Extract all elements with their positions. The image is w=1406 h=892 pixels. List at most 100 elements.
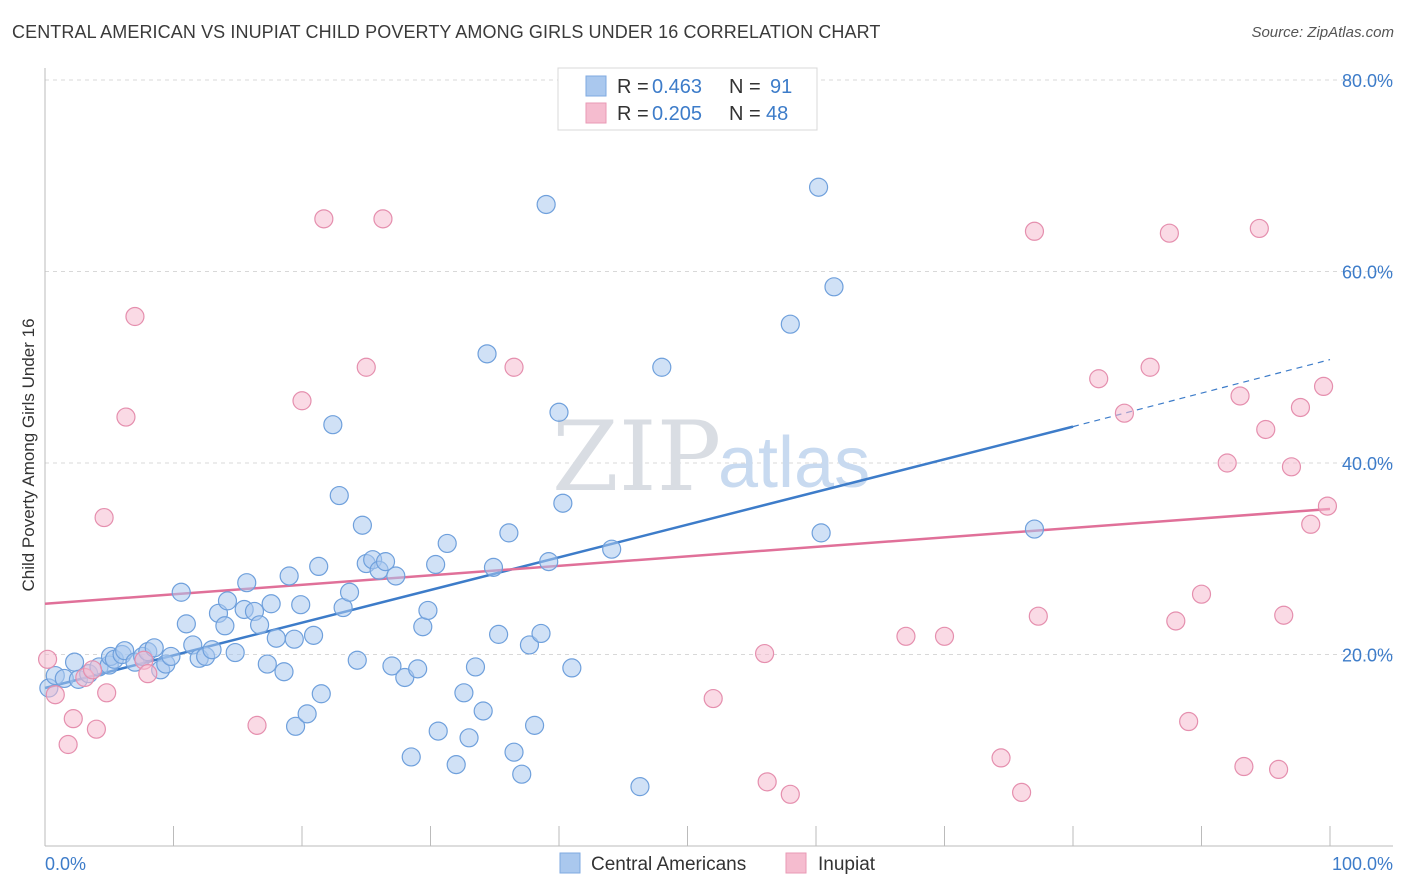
point-central-americans bbox=[454, 683, 474, 703]
legend-series: Central Americans Inupiat bbox=[559, 852, 876, 875]
point-inupiat bbox=[86, 719, 107, 739]
point-inupiat bbox=[1313, 376, 1334, 396]
point-inupiat bbox=[1114, 403, 1135, 423]
point-central-americans bbox=[297, 704, 317, 724]
point-inupiat bbox=[314, 209, 334, 229]
point-central-americans bbox=[261, 594, 281, 614]
point-central-americans bbox=[266, 628, 286, 648]
legend-r-value-1: 0.463 bbox=[652, 76, 702, 98]
point-central-americans bbox=[217, 591, 238, 611]
legend-r-label-2: R = bbox=[617, 103, 649, 125]
point-central-americans bbox=[437, 533, 457, 554]
point-central-americans bbox=[161, 646, 181, 667]
point-inupiat bbox=[1217, 453, 1237, 473]
legend-r-label-1: R = bbox=[617, 76, 649, 98]
point-inupiat bbox=[1249, 218, 1269, 239]
point-inupiat bbox=[1179, 711, 1199, 732]
series-label-central-americans: Central Americans bbox=[591, 854, 746, 875]
point-central-americans bbox=[465, 657, 486, 677]
point-central-americans bbox=[323, 415, 343, 435]
point-inupiat bbox=[45, 685, 65, 705]
point-inupiat bbox=[97, 683, 117, 703]
point-inupiat bbox=[292, 391, 312, 411]
point-central-americans bbox=[780, 314, 800, 334]
point-inupiat bbox=[1268, 759, 1289, 780]
point-inupiat bbox=[1317, 496, 1338, 516]
point-inupiat bbox=[138, 664, 158, 684]
point-central-americans bbox=[225, 642, 245, 663]
point-central-americans bbox=[309, 556, 329, 577]
axes bbox=[44, 68, 1393, 847]
point-inupiat bbox=[1024, 221, 1045, 241]
point-central-americans bbox=[274, 662, 294, 682]
point-central-americans bbox=[408, 659, 428, 679]
source-label: Source: ZipAtlas.com bbox=[1251, 24, 1394, 41]
point-inupiat bbox=[780, 784, 800, 804]
point-inupiat bbox=[82, 660, 103, 680]
point-central-americans bbox=[303, 625, 324, 645]
point-inupiat bbox=[247, 715, 267, 735]
point-central-americans bbox=[459, 728, 479, 748]
point-central-americans bbox=[489, 624, 509, 644]
point-central-americans bbox=[1024, 519, 1045, 539]
point-central-americans bbox=[549, 402, 569, 422]
watermark-zip: ZIP bbox=[552, 401, 721, 513]
point-inupiat bbox=[356, 357, 376, 377]
point-inupiat bbox=[1011, 782, 1032, 802]
watermark: ZIP atlas bbox=[552, 401, 870, 513]
point-central-americans bbox=[499, 523, 519, 543]
point-central-americans bbox=[284, 629, 304, 649]
chart-title: CENTRAL AMERICAN VS INUPIAT CHILD POVERT… bbox=[12, 22, 881, 42]
point-central-americans bbox=[237, 573, 257, 593]
point-central-americans bbox=[329, 485, 349, 506]
y-tick-label: 80.0% bbox=[1342, 71, 1393, 91]
point-inupiat bbox=[703, 688, 723, 709]
point-central-americans bbox=[553, 493, 573, 513]
data-points bbox=[37, 177, 1338, 804]
legend-n-value-2: 48 bbox=[766, 103, 788, 125]
point-central-americans bbox=[339, 582, 360, 602]
point-central-americans bbox=[808, 177, 829, 197]
point-inupiat bbox=[1191, 584, 1212, 604]
point-central-americans bbox=[347, 650, 367, 670]
point-central-americans bbox=[257, 654, 277, 674]
point-central-americans bbox=[413, 617, 433, 637]
point-central-americans bbox=[473, 701, 493, 721]
point-central-americans bbox=[562, 658, 582, 678]
point-inupiat bbox=[504, 357, 524, 377]
point-inupiat bbox=[125, 306, 145, 327]
gridlines bbox=[45, 79, 1393, 655]
point-central-americans bbox=[202, 640, 222, 660]
point-central-americans bbox=[477, 344, 497, 364]
point-inupiat bbox=[1166, 611, 1186, 631]
legend-swatch-blue bbox=[585, 75, 607, 97]
point-central-americans bbox=[630, 777, 650, 797]
point-central-americans bbox=[824, 277, 844, 297]
watermark-atlas: atlas bbox=[718, 423, 870, 503]
point-central-americans bbox=[249, 615, 270, 635]
point-inupiat bbox=[37, 649, 58, 669]
point-central-americans bbox=[428, 721, 448, 741]
point-central-americans bbox=[811, 523, 831, 543]
point-inupiat bbox=[1274, 605, 1294, 625]
point-central-americans bbox=[285, 716, 306, 736]
point-inupiat bbox=[754, 643, 775, 664]
x-tick-label: 0.0% bbox=[45, 854, 86, 874]
tick-labels: 20.0% 40.0% 60.0% 80.0% 0.0% 100.0% bbox=[45, 71, 1393, 874]
point-inupiat bbox=[757, 772, 777, 792]
legend-correlation: R = 0.463 N = 91 R = 0.205 N = 48 bbox=[557, 67, 818, 131]
point-central-americans bbox=[171, 582, 191, 602]
point-inupiat bbox=[1301, 514, 1321, 534]
y-tick-label: 20.0% bbox=[1342, 646, 1393, 666]
y-axis-label: Child Poverty Among Girls Under 16 bbox=[19, 318, 38, 591]
point-central-americans bbox=[311, 684, 331, 704]
point-central-americans bbox=[352, 515, 372, 535]
point-central-americans bbox=[512, 764, 532, 784]
point-inupiat bbox=[1159, 223, 1179, 243]
series-label-inupiat: Inupiat bbox=[818, 854, 876, 875]
point-central-americans bbox=[602, 539, 622, 559]
point-central-americans bbox=[382, 656, 402, 676]
point-central-americans bbox=[418, 600, 438, 621]
series-swatch-inupiat bbox=[785, 852, 807, 874]
